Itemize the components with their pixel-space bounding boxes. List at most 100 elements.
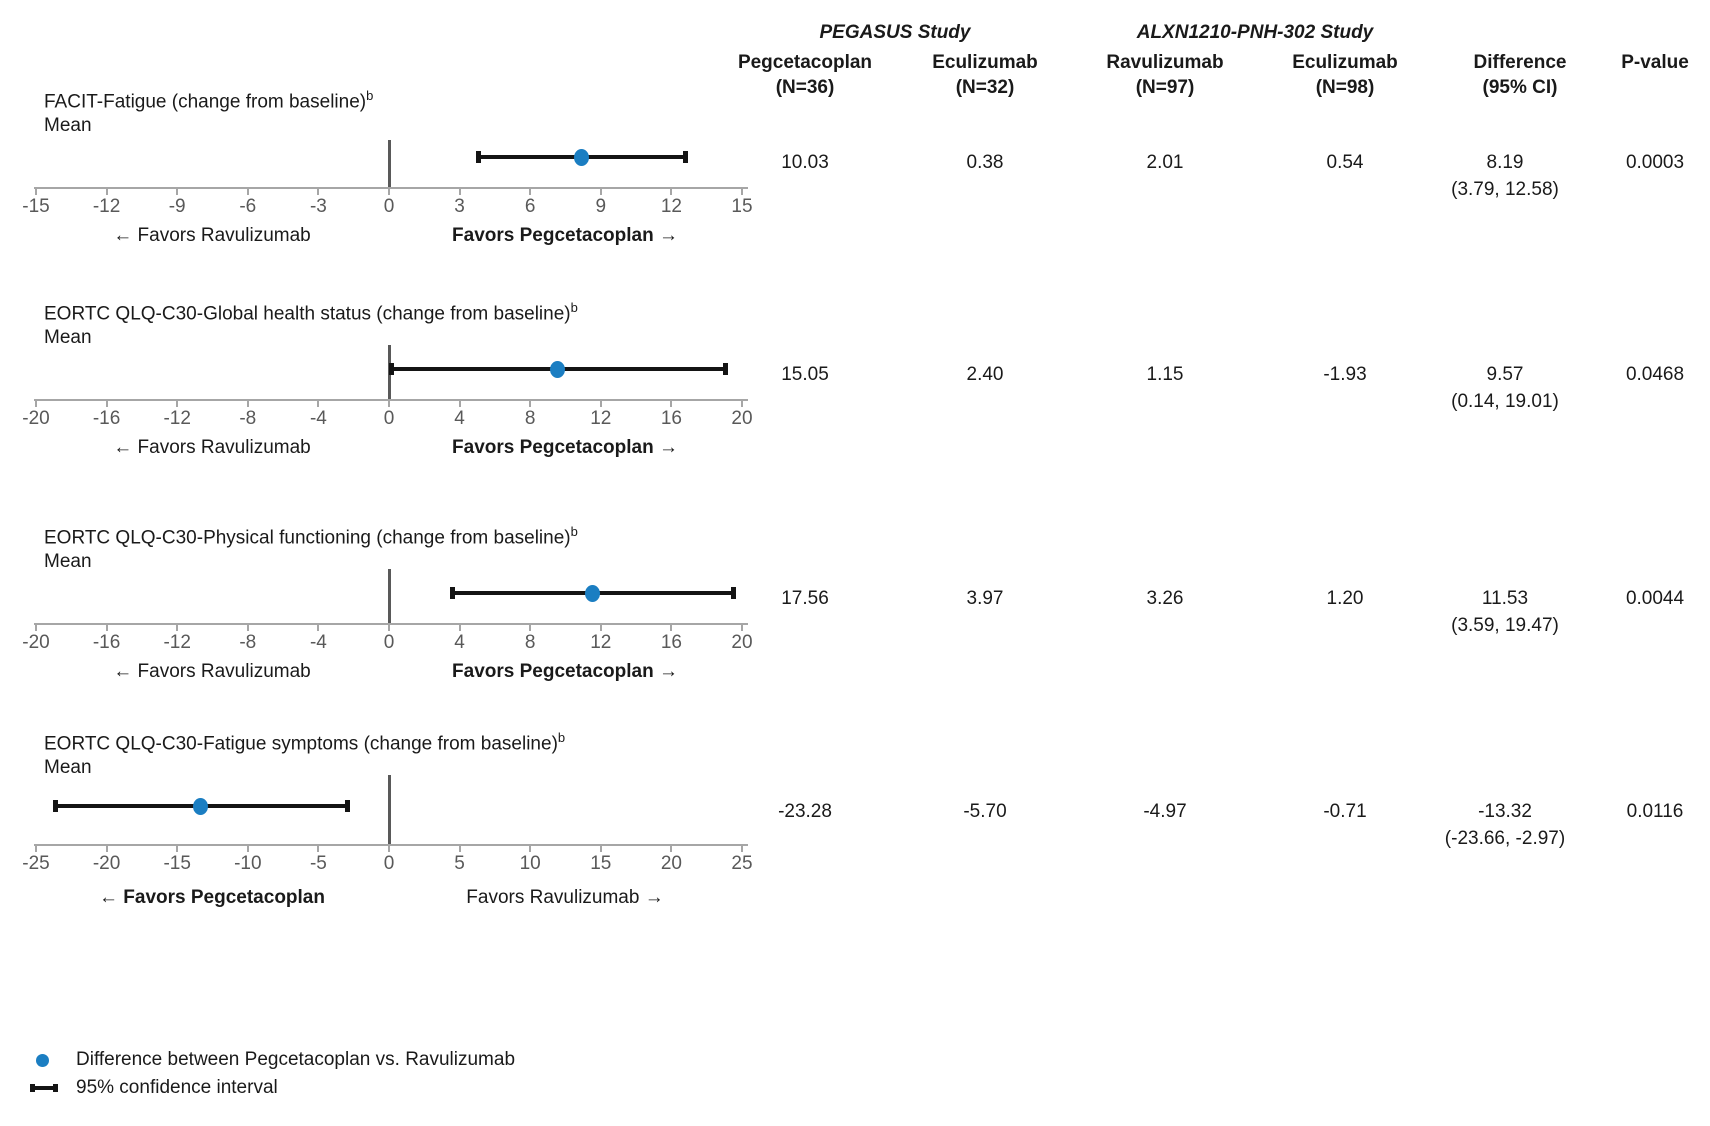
column-header-line1: Eculizumab	[1292, 52, 1398, 73]
axis-tick	[599, 400, 602, 407]
axis-tick	[529, 400, 532, 407]
point-estimate-dot	[193, 797, 209, 815]
column-header-line2: (N=98)	[1315, 77, 1375, 98]
footnote-marker: b	[557, 730, 566, 745]
axis-tick-label: -5	[309, 853, 327, 874]
zero-reference-line	[387, 345, 391, 399]
value-eculizumab-302: 0.54	[1326, 152, 1364, 173]
axis-tick	[388, 400, 390, 407]
favors-left-label: ← Favors Ravulizumab	[113, 225, 311, 246]
axis-tick-label: 15	[731, 196, 753, 217]
value-difference-ci: 9.57 (0.14, 19.01)	[1420, 361, 1590, 415]
column-header-eculizumab-302: Eculizumab (N=98)	[1260, 50, 1430, 100]
axis-tick	[176, 400, 179, 407]
favors-right-label: Favors Pegcetacoplan →	[452, 437, 678, 458]
column-header-line1: P-value	[1621, 52, 1689, 73]
measure-title: EORTC QLQ-C30-Fatigue symptoms (change f…	[44, 730, 566, 755]
axis-tick-label: -9	[168, 196, 186, 217]
value-difference-ci: 8.19 (3.79, 12.58)	[1420, 149, 1590, 203]
difference-estimate: 9.57	[1486, 364, 1524, 385]
value-eculizumab-302: 1.20	[1326, 588, 1364, 609]
zero-reference-line	[387, 775, 391, 844]
zero-reference-line	[387, 569, 391, 623]
column-header-line1: Pegcetacoplan	[737, 52, 873, 73]
value-eculizumab-302: -0.71	[1323, 801, 1367, 822]
confidence-interval-icon	[30, 1084, 58, 1092]
difference-estimate: 11.53	[1481, 588, 1529, 609]
measure-title: EORTC QLQ-C30-Physical functioning (chan…	[44, 524, 578, 549]
axis-tick-label: -8	[239, 632, 257, 653]
axis-tick	[35, 400, 37, 407]
legend-item-ci: 95% confidence interval	[30, 1074, 515, 1102]
axis-tick-label: 8	[524, 632, 536, 653]
axis-tick-label: -10	[234, 853, 262, 874]
legend-label: 95% confidence interval	[76, 1077, 278, 1098]
forest-plot-row-global-health: EORTC QLQ-C30-Global health status (chan…	[0, 300, 1710, 510]
axis-tick-label: 4	[454, 408, 465, 429]
legend: Difference between Pegcetacoplan vs. Rav…	[30, 1046, 515, 1102]
value-pegcetacoplan: 15.05	[781, 364, 829, 385]
column-header-pvalue: P-value	[1570, 50, 1710, 75]
axis-tick	[599, 188, 602, 195]
axis-tick-label: 0	[383, 853, 395, 874]
favors-right-label: Favors Pegcetacoplan →	[452, 661, 678, 682]
footnote-marker: b	[570, 300, 578, 315]
forest-plot-row-fatigue-symptoms: EORTC QLQ-C30-Fatigue symptoms (change f…	[0, 730, 1710, 940]
axis-tick	[599, 624, 602, 631]
footnote-marker: b	[570, 524, 578, 539]
value-difference-ci: -13.32 (-23.66, -2.97)	[1420, 798, 1590, 852]
x-axis-line	[34, 399, 748, 401]
axis-tick-label: 0	[383, 196, 395, 217]
column-header-line1: Eculizumab	[932, 52, 1038, 73]
axis-tick-label: 12	[590, 632, 612, 653]
measure-title: FACIT-Fatigue (change from baseline)b	[44, 88, 374, 113]
footnote-marker: b	[366, 88, 374, 103]
difference-ci-range: (3.79, 12.58)	[1451, 179, 1559, 200]
axis-tick-label: -20	[22, 632, 50, 653]
axis-tick	[670, 400, 673, 407]
axis-tick-label: 4	[454, 632, 465, 653]
favors-right-label: Favors Ravulizumab →	[466, 887, 664, 908]
axis-tick-label: -6	[239, 196, 257, 217]
point-estimate-dot-icon	[36, 1053, 49, 1067]
axis-tick	[458, 845, 461, 852]
column-header-line1: Difference	[1473, 52, 1567, 73]
forest-plot-row-physical-functioning: EORTC QLQ-C30-Physical functioning (chan…	[0, 524, 1710, 734]
zero-reference-line	[387, 140, 391, 187]
legend-item-point: Difference between Pegcetacoplan vs. Rav…	[30, 1046, 515, 1074]
axis-tick	[529, 188, 532, 195]
legend-label: Difference between Pegcetacoplan vs. Rav…	[76, 1049, 516, 1070]
axis-tick-label: -16	[92, 632, 121, 653]
value-pegcetacoplan: 17.56	[781, 588, 829, 609]
value-pegcetacoplan: 10.03	[781, 152, 829, 173]
favors-right-label: Favors Pegcetacoplan →	[452, 225, 678, 246]
axis-tick	[670, 845, 673, 852]
axis-tick	[741, 624, 743, 631]
axis-tick	[458, 188, 461, 195]
difference-estimate: -13.32	[1478, 801, 1532, 822]
value-difference-ci: 11.53 (3.59, 19.47)	[1420, 585, 1590, 639]
axis-tick	[176, 845, 179, 852]
column-header-ravulizumab: Ravulizumab (N=97)	[1080, 50, 1250, 100]
axis-tick-label: 20	[731, 632, 753, 653]
axis-tick	[105, 188, 108, 195]
forest-plot-row-facit-fatigue: FACIT-Fatigue (change from baseline)b Me…	[0, 88, 1710, 298]
axis-tick	[529, 845, 532, 852]
axis-tick-label: -8	[239, 408, 257, 429]
column-header-line2: (N=97)	[1135, 77, 1195, 98]
axis-tick	[317, 624, 320, 631]
value-eculizumab-pegasus: 2.40	[966, 364, 1004, 385]
axis-tick-label: -12	[92, 196, 121, 217]
favors-left-label: ← Favors Pegcetacoplan	[99, 887, 325, 908]
difference-estimate: 8.19	[1486, 152, 1524, 173]
axis-tick-label: 25	[731, 853, 753, 874]
x-axis-line	[34, 844, 748, 846]
axis-tick	[670, 188, 673, 195]
column-header-difference: Difference (95% CI)	[1420, 50, 1620, 100]
axis-tick	[458, 400, 461, 407]
favors-left-label: ← Favors Ravulizumab	[113, 661, 311, 682]
axis-tick	[176, 188, 179, 195]
axis-tick	[105, 400, 108, 407]
axis-tick-label: 0	[383, 408, 395, 429]
